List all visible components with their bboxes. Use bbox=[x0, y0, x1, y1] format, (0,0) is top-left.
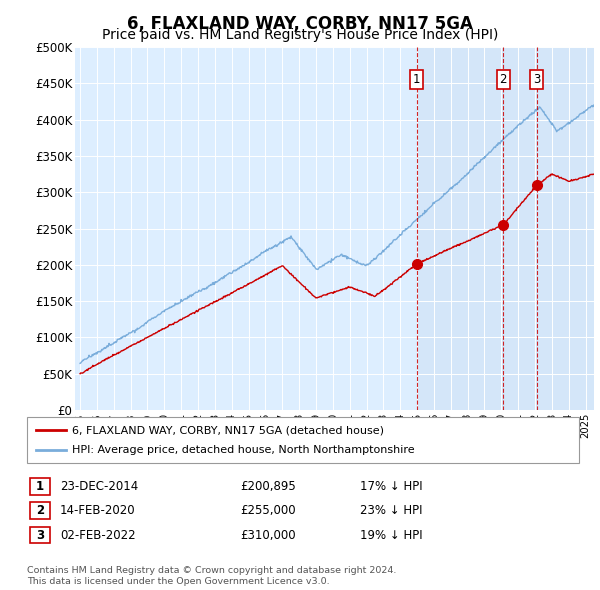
Text: Price paid vs. HM Land Registry's House Price Index (HPI): Price paid vs. HM Land Registry's House … bbox=[102, 28, 498, 42]
Text: 19% ↓ HPI: 19% ↓ HPI bbox=[360, 529, 422, 542]
Text: 2: 2 bbox=[500, 73, 507, 86]
Text: 6, FLAXLAND WAY, CORBY, NN17 5GA (detached house): 6, FLAXLAND WAY, CORBY, NN17 5GA (detach… bbox=[72, 425, 384, 435]
Text: 17% ↓ HPI: 17% ↓ HPI bbox=[360, 480, 422, 493]
Text: £310,000: £310,000 bbox=[240, 529, 296, 542]
Text: 23-DEC-2014: 23-DEC-2014 bbox=[60, 480, 138, 493]
Text: 1: 1 bbox=[36, 480, 44, 493]
Text: 3: 3 bbox=[36, 529, 44, 542]
Text: HPI: Average price, detached house, North Northamptonshire: HPI: Average price, detached house, Nort… bbox=[72, 445, 415, 455]
Bar bbox=[417, 47, 600, 410]
Text: £200,895: £200,895 bbox=[240, 480, 296, 493]
Text: 2: 2 bbox=[36, 504, 44, 517]
Text: 1: 1 bbox=[413, 73, 421, 86]
Text: Contains HM Land Registry data © Crown copyright and database right 2024.
This d: Contains HM Land Registry data © Crown c… bbox=[27, 566, 397, 586]
Text: 14-FEB-2020: 14-FEB-2020 bbox=[60, 504, 136, 517]
Text: 02-FEB-2022: 02-FEB-2022 bbox=[60, 529, 136, 542]
Text: £255,000: £255,000 bbox=[240, 504, 296, 517]
Text: 23% ↓ HPI: 23% ↓ HPI bbox=[360, 504, 422, 517]
Text: 6, FLAXLAND WAY, CORBY, NN17 5GA: 6, FLAXLAND WAY, CORBY, NN17 5GA bbox=[127, 15, 473, 34]
Text: 3: 3 bbox=[533, 73, 540, 86]
